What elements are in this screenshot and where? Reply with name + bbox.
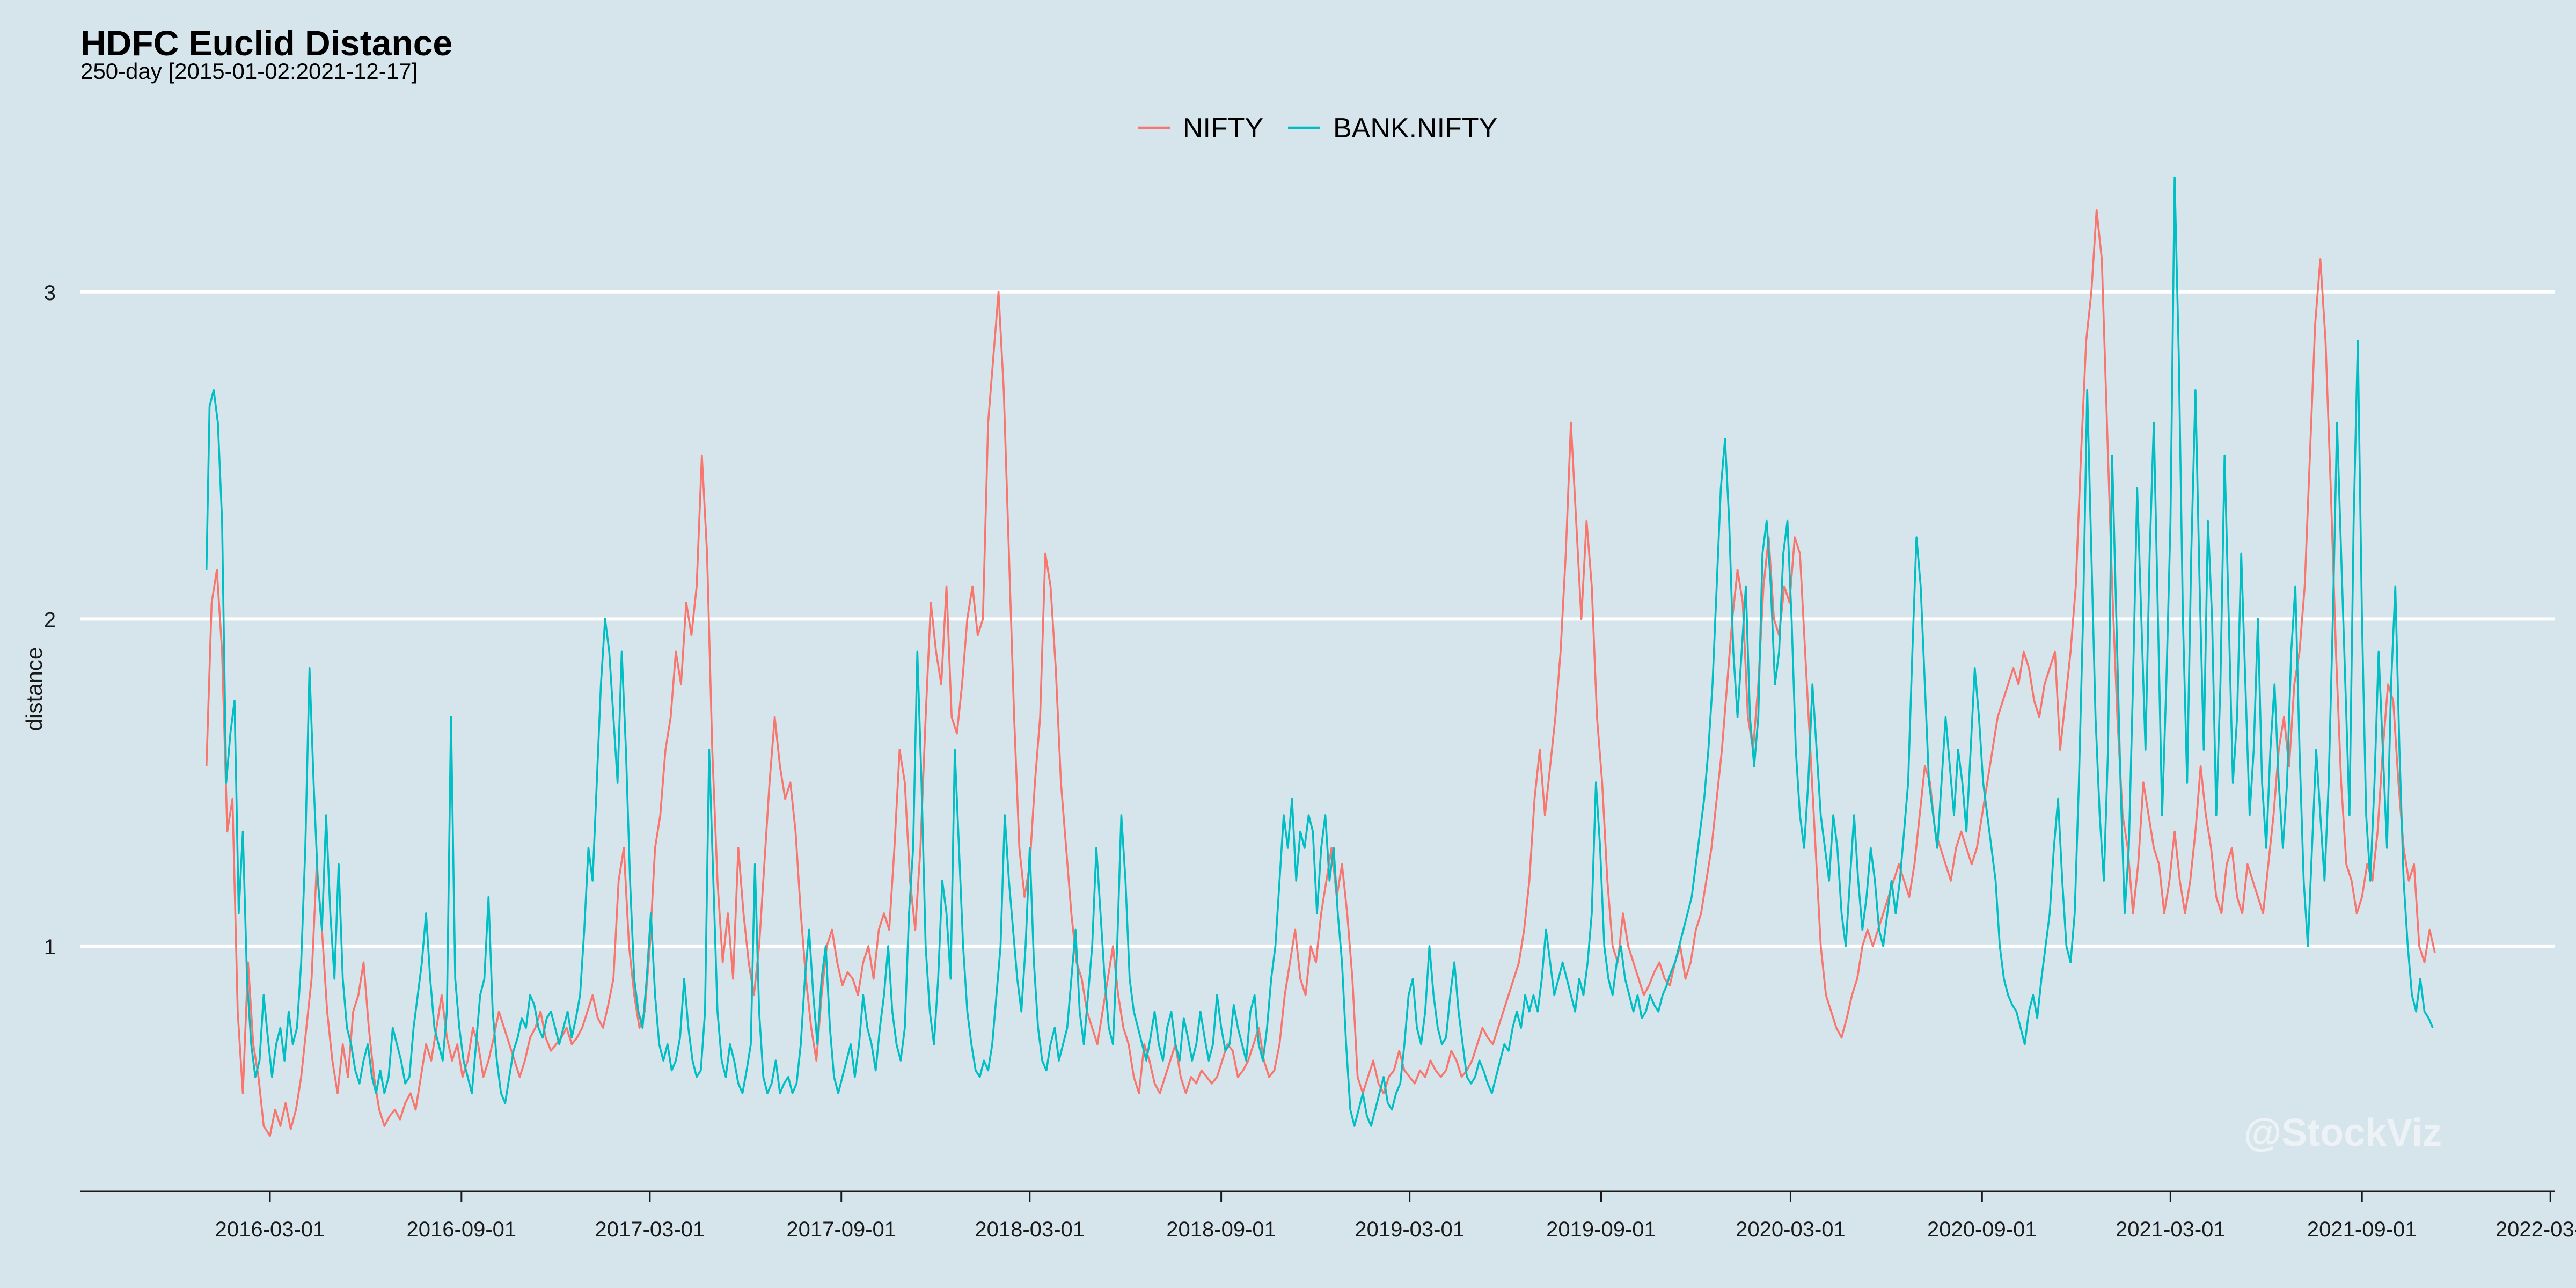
x-tick-label: 2020-03-01 [1736,1218,1846,1241]
x-tick-label: 2020-09-01 [1927,1218,2037,1241]
x-tick-label: 2019-09-01 [1546,1218,1656,1241]
x-tick-label: 2018-09-01 [1166,1218,1276,1241]
chart-legend: NIFTY BANK.NIFTY [1138,113,1497,144]
legend-label: BANK.NIFTY [1333,113,1497,144]
y-tick-label: 2 [44,608,56,632]
chart-title: HDFC Euclid Distance [80,23,452,63]
x-tick-label: 2018-03-01 [975,1218,1085,1241]
legend-item: NIFTY [1138,113,1263,144]
chart-subtitle: 250-day [2015-01-02:2021-12-17] [80,58,418,84]
series-line-bank-nifty [205,176,2434,1127]
y-axis-title: distance [21,647,47,731]
x-tick-label: 2019-03-01 [1355,1218,1465,1241]
x-tick-label: 2017-09-01 [786,1218,896,1241]
y-tick-label: 3 [44,281,56,305]
x-tick-label: 2021-09-01 [2307,1218,2417,1241]
legend-label: NIFTY [1183,113,1263,144]
y-tick-label: 1 [44,935,56,959]
legend-item: BANK.NIFTY [1288,113,1497,144]
watermark-text: @StockViz [2244,1111,2442,1154]
series-group [205,176,2436,1137]
x-tick-label: 2017-03-01 [595,1218,705,1241]
series-line-nifty [205,209,2436,1137]
x-tick-label: 2021-03-01 [2116,1218,2226,1241]
x-tick-label: 2016-09-01 [407,1218,517,1241]
x-tick-label: 2016-03-01 [215,1218,325,1241]
x-tick-label: 2022-03-01 [2496,1218,2576,1241]
axes: 2016-03-01 2016-09-01 2017-03-01 2017-09-01… [80,1190,2576,1241]
